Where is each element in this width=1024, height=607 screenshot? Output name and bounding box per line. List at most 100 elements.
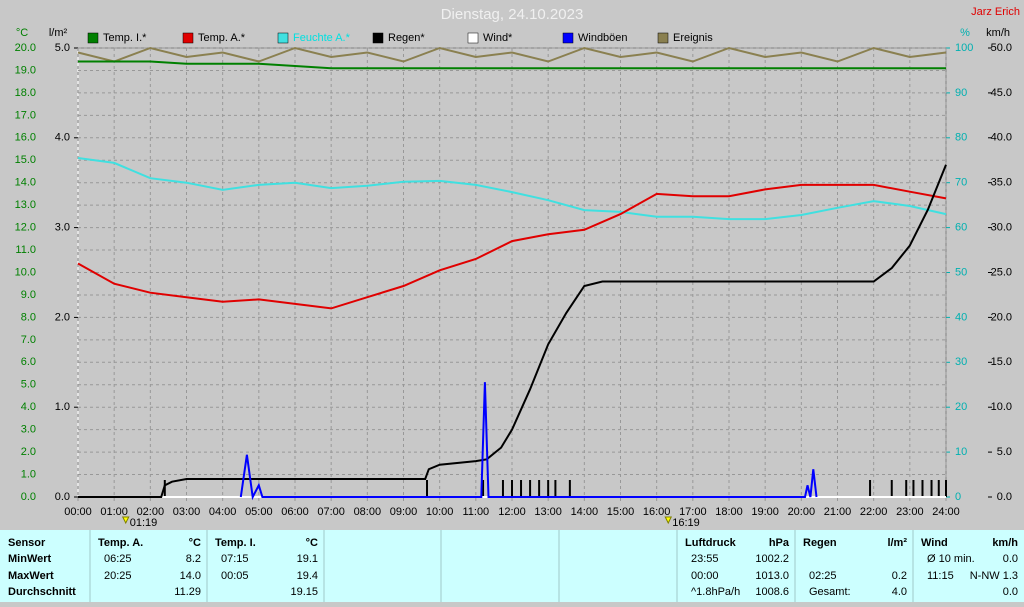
y2-tick-label: 1.0 bbox=[55, 401, 70, 413]
table-cell: 8.2 bbox=[186, 553, 201, 565]
legend-label: Wind* bbox=[483, 32, 513, 44]
table-background bbox=[0, 530, 1024, 602]
x-tick-label: 13:00 bbox=[534, 506, 562, 518]
y-tick-label: 3.0 bbox=[21, 424, 36, 436]
y4-axis-title: km/h bbox=[986, 27, 1010, 39]
x-tick-label: 17:00 bbox=[679, 506, 707, 518]
y-tick-label: 13.0 bbox=[15, 199, 36, 211]
table-cell: 11.29 bbox=[174, 586, 201, 598]
legend-label: Temp. A.* bbox=[198, 32, 246, 44]
rain-event bbox=[520, 480, 523, 497]
table-cell: 00:00 bbox=[691, 570, 719, 582]
table-cell: MaxWert bbox=[8, 570, 54, 582]
table-header: °C bbox=[306, 537, 318, 549]
rain-event bbox=[501, 480, 504, 497]
y3-tick-label: 0 bbox=[955, 491, 961, 503]
table-cell: 23:55 bbox=[691, 553, 719, 565]
table-cell: N-NW 1.3 bbox=[970, 570, 1018, 582]
x-tick-label: 19:00 bbox=[751, 506, 779, 518]
series-line bbox=[77, 46, 947, 63]
legend-label: Temp. I.* bbox=[103, 32, 147, 44]
table-cell: Durchschnitt bbox=[8, 586, 76, 598]
y-axis-title: °C bbox=[16, 27, 28, 39]
legend-label: Feuchte A.* bbox=[293, 32, 351, 44]
table-cell: 02:25 bbox=[809, 570, 837, 582]
table-cell: 20:25 bbox=[104, 570, 132, 582]
y4-tick-label: 50.0 bbox=[991, 42, 1012, 54]
legend-swatch bbox=[657, 32, 669, 44]
y-tick-label: 2.0 bbox=[21, 446, 36, 458]
table-header: Wind bbox=[921, 537, 948, 549]
y-tick-label: 6.0 bbox=[21, 356, 36, 368]
y3-tick-label: 30 bbox=[955, 356, 967, 368]
x-tick-label: 00:00 bbox=[64, 506, 92, 518]
y2-tick-label: 2.0 bbox=[55, 311, 70, 323]
table-header: Luftdruck bbox=[685, 537, 737, 549]
table-header: Temp. A. bbox=[98, 537, 143, 549]
x-tick-label: 24:00 bbox=[932, 506, 960, 518]
legend-swatch bbox=[467, 32, 479, 44]
legend-swatch bbox=[372, 32, 384, 44]
table-cell: 14.0 bbox=[180, 570, 201, 582]
y4-tick-label: 25.0 bbox=[991, 266, 1012, 278]
sun-marker bbox=[121, 516, 130, 525]
series-line bbox=[77, 183, 947, 310]
rain-event bbox=[538, 480, 541, 497]
table-cell: 19.1 bbox=[297, 553, 318, 565]
x-tick-label: 01:00 bbox=[100, 506, 128, 518]
y-tick-label: 20.0 bbox=[15, 42, 36, 54]
y4-tick-label: 30.0 bbox=[991, 222, 1012, 234]
y4-tick-label: 35.0 bbox=[991, 177, 1012, 189]
sun-event-label: 16:19 bbox=[672, 517, 700, 529]
y4-tick-label: 40.0 bbox=[991, 132, 1012, 144]
x-tick-label: 02:00 bbox=[137, 506, 165, 518]
y3-tick-label: 50 bbox=[955, 266, 967, 278]
y-tick-label: 16.0 bbox=[15, 132, 36, 144]
rain-event bbox=[568, 480, 571, 497]
rain-event bbox=[921, 480, 924, 497]
y2-axis-title: l/m² bbox=[49, 27, 68, 39]
y-tick-label: 10.0 bbox=[15, 266, 36, 278]
table-header: l/m² bbox=[887, 537, 907, 549]
x-tick-label: 09:00 bbox=[390, 506, 418, 518]
y-tick-label: 9.0 bbox=[21, 289, 36, 301]
table-cell: 07:15 bbox=[221, 553, 249, 565]
x-tick-label: 10:00 bbox=[426, 506, 454, 518]
y2-tick-label: 5.0 bbox=[55, 42, 70, 54]
x-tick-label: 18:00 bbox=[715, 506, 743, 518]
y4-tick-label: 45.0 bbox=[991, 87, 1012, 99]
y4-tick-label: 20.0 bbox=[991, 311, 1012, 323]
y3-tick-label: 40 bbox=[955, 311, 967, 323]
y2-tick-label: 4.0 bbox=[55, 132, 70, 144]
rain-event bbox=[426, 480, 429, 497]
rain-event bbox=[890, 480, 893, 497]
rain-event bbox=[930, 480, 933, 497]
table-cell: 1008.6 bbox=[755, 586, 789, 598]
x-tick-label: 03:00 bbox=[173, 506, 201, 518]
table-cell: 00:05 bbox=[221, 570, 249, 582]
table-header: Sensor bbox=[8, 537, 46, 549]
y-tick-label: 5.0 bbox=[21, 379, 36, 391]
sun-marker bbox=[664, 516, 673, 525]
table-cell: 0.2 bbox=[892, 570, 907, 582]
rain-event bbox=[547, 480, 550, 497]
x-tick-label: 04:00 bbox=[209, 506, 237, 518]
table-cell: 19.4 bbox=[297, 570, 318, 582]
y-tick-label: 0.0 bbox=[21, 491, 36, 503]
table-cell: Gesamt: bbox=[809, 586, 851, 598]
rain-event bbox=[482, 480, 485, 497]
y3-tick-label: 70 bbox=[955, 177, 967, 189]
y3-axis-title: % bbox=[960, 27, 970, 39]
legend-swatch bbox=[182, 32, 194, 44]
x-tick-label: 12:00 bbox=[498, 506, 526, 518]
series-line bbox=[78, 164, 947, 498]
legend-swatch bbox=[562, 32, 574, 44]
legend-label: Ereignis bbox=[673, 32, 713, 44]
y2-tick-label: 0.0 bbox=[55, 491, 70, 503]
chart-title: Dienstag, 24.10.2023 bbox=[441, 6, 584, 23]
rain-event bbox=[869, 480, 872, 497]
table-cell: 11:15 bbox=[927, 570, 954, 582]
y4-tick-label: 10.0 bbox=[991, 401, 1012, 413]
rain-event bbox=[945, 480, 947, 497]
